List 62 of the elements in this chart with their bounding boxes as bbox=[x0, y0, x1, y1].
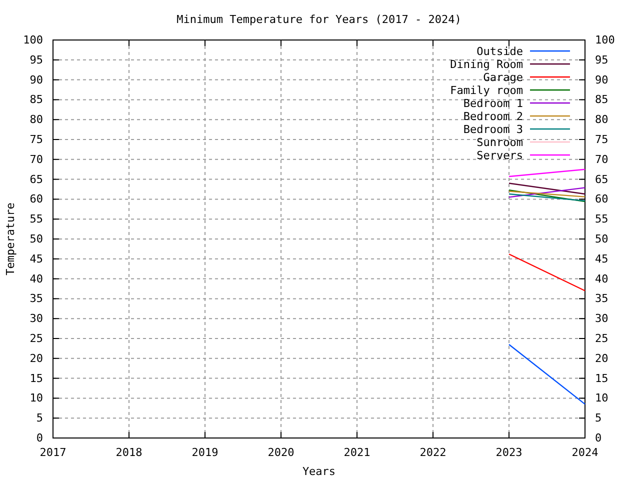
legend-label: Bedroom 3 bbox=[463, 123, 523, 136]
y-tick-label: 10 bbox=[30, 392, 43, 405]
y2-tick-label: 0 bbox=[595, 432, 602, 445]
x-tick-label: 2018 bbox=[116, 446, 142, 459]
y-tick-label: 75 bbox=[30, 133, 43, 146]
x-tick-label: 2022 bbox=[420, 446, 446, 459]
y-tick-label: 85 bbox=[30, 93, 43, 106]
y2-tick-label: 65 bbox=[595, 172, 608, 186]
legend-label: Bedroom 1 bbox=[463, 97, 523, 110]
x-tick-label: 2021 bbox=[344, 446, 370, 459]
y-tick-label: 20 bbox=[30, 352, 43, 365]
y2-tick-label: 100 bbox=[595, 34, 615, 47]
y-tick-label: 70 bbox=[30, 152, 43, 166]
y2-tick-label: 10 bbox=[595, 392, 608, 405]
y2-tick-label: 80 bbox=[595, 113, 608, 126]
y-tick-label: 65 bbox=[30, 172, 43, 186]
y2-tick-label: 45 bbox=[595, 252, 608, 266]
y2-tick-label: 35 bbox=[595, 292, 608, 306]
y-tick-label: 60 bbox=[30, 192, 43, 206]
y-tick-label: 0 bbox=[36, 432, 43, 445]
y2-tick-label: 50 bbox=[595, 232, 608, 246]
x-axis-title: Years bbox=[302, 465, 336, 478]
y2-tick-label: 70 bbox=[595, 152, 608, 166]
y-tick-label: 15 bbox=[30, 372, 43, 385]
legend-label: Family room bbox=[450, 84, 524, 97]
y2-tick-label: 5 bbox=[595, 412, 602, 425]
legend-label: Outside bbox=[476, 45, 523, 58]
y2-tick-label: 95 bbox=[595, 53, 608, 66]
legend-label: Sunroom bbox=[476, 136, 524, 149]
legend-label: Servers bbox=[476, 149, 523, 162]
y2-tick-label: 90 bbox=[595, 73, 608, 86]
y-tick-label: 55 bbox=[30, 212, 43, 226]
y-tick-label: 45 bbox=[30, 252, 43, 266]
y-tick-label: 80 bbox=[30, 113, 43, 126]
y2-tick-label: 30 bbox=[595, 312, 608, 326]
y2-tick-label: 60 bbox=[595, 192, 608, 206]
y-axis-title: Temperature bbox=[4, 202, 17, 276]
y2-tick-label: 75 bbox=[595, 133, 608, 146]
y-tick-label: 95 bbox=[30, 53, 43, 66]
y-tick-label: 100 bbox=[23, 34, 43, 47]
legend-label: Garage bbox=[483, 71, 523, 84]
y2-tick-label: 20 bbox=[595, 352, 608, 365]
x-tick-label: 2024 bbox=[572, 446, 599, 459]
y2-tick-label: 15 bbox=[595, 372, 608, 385]
y-tick-label: 50 bbox=[30, 232, 43, 246]
legend-label: Dining Room bbox=[450, 58, 524, 71]
y2-tick-label: 85 bbox=[595, 93, 608, 106]
y-tick-label: 35 bbox=[30, 292, 43, 306]
x-tick-label: 2023 bbox=[496, 446, 522, 459]
x-tick-label: 2017 bbox=[40, 446, 66, 459]
y2-tick-label: 25 bbox=[595, 332, 608, 346]
y2-tick-label: 40 bbox=[595, 272, 608, 286]
y-tick-label: 90 bbox=[30, 73, 43, 86]
legend-label: Bedroom 2 bbox=[463, 110, 523, 123]
y-tick-label: 25 bbox=[30, 332, 43, 346]
y-tick-label: 40 bbox=[30, 272, 43, 286]
y2-tick-label: 55 bbox=[595, 212, 608, 226]
x-tick-label: 2019 bbox=[192, 446, 218, 459]
y-tick-label: 5 bbox=[36, 412, 43, 425]
y-tick-label: 30 bbox=[30, 312, 43, 326]
x-tick-label: 2020 bbox=[268, 446, 294, 459]
chart-title: Minimum Temperature for Years (2017 - 2024) bbox=[176, 13, 462, 26]
